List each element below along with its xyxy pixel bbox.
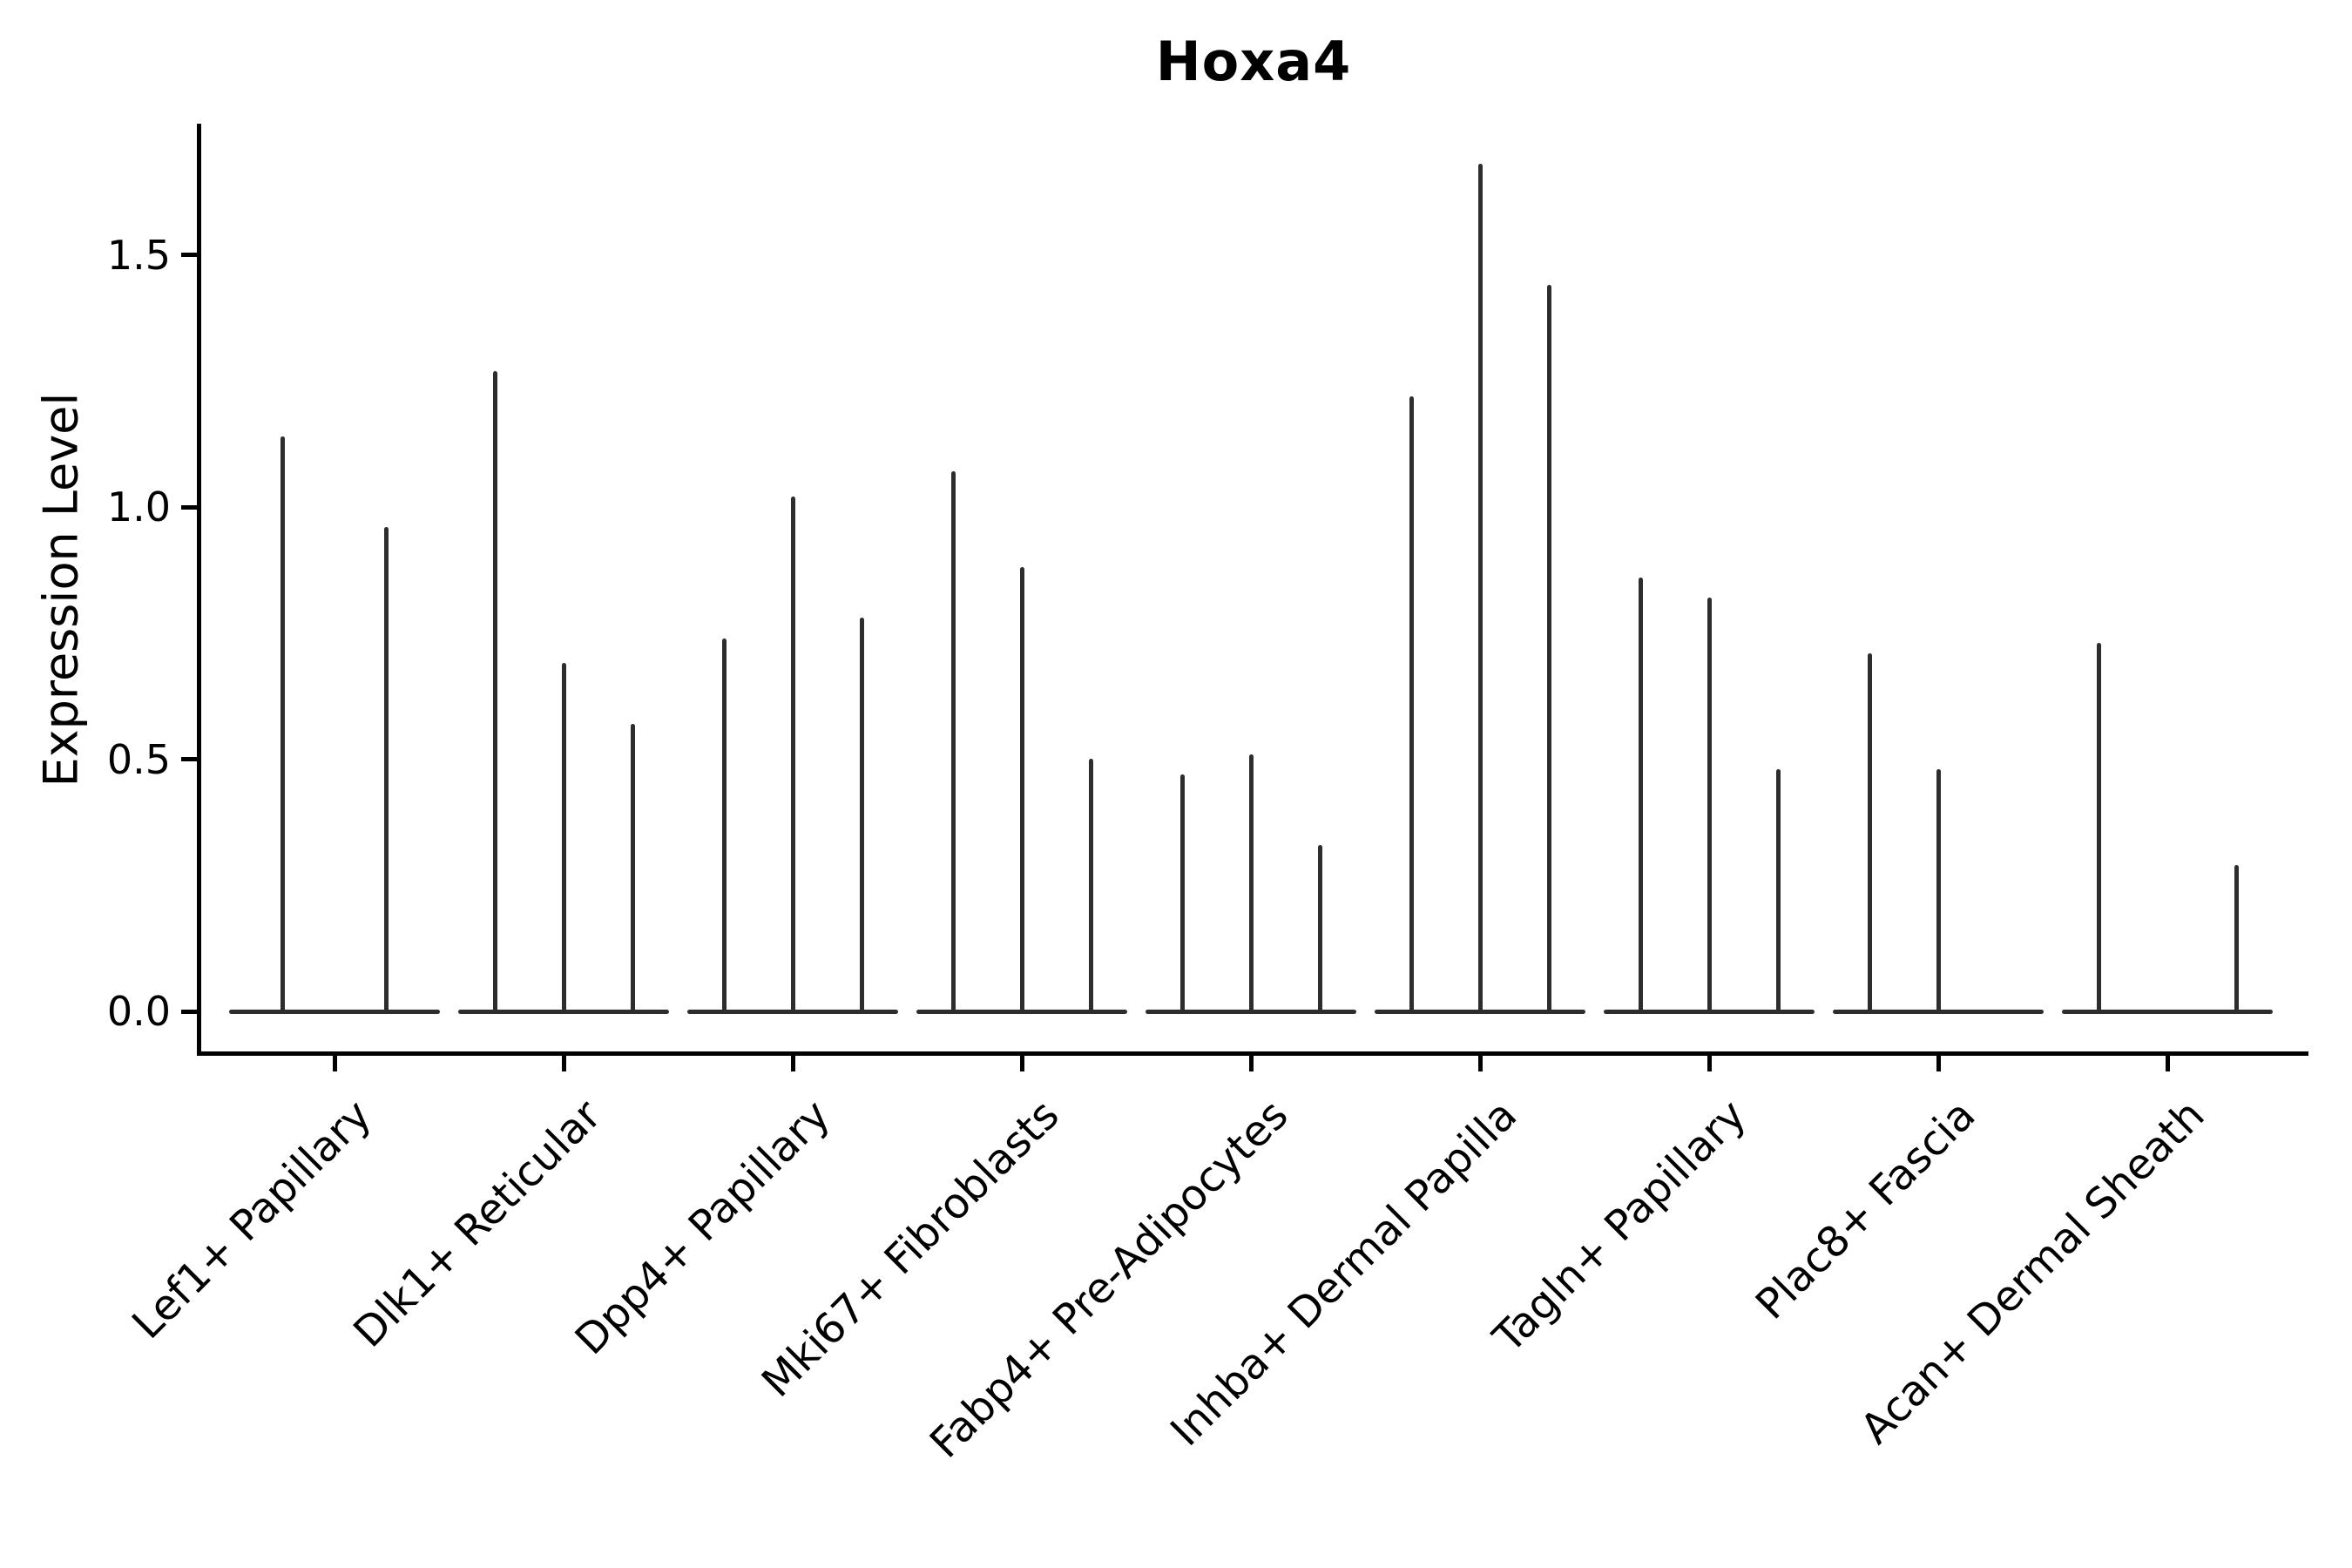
x-tick-label: Plac8+ Fascia [1747, 1091, 1985, 1329]
x-axis-spine [197, 1051, 2308, 1056]
violin-baseline [2062, 1009, 2273, 1014]
y-tick-label: 1.0 [106, 483, 171, 531]
violin-spike [280, 436, 285, 1011]
x-tick-label: Dlk1+ Reticular [343, 1091, 611, 1357]
violin-spike [790, 497, 795, 1011]
x-tick [332, 1056, 337, 1071]
violin-spike [384, 527, 389, 1011]
y-tick [181, 1009, 197, 1014]
violin-spike [1936, 769, 1941, 1011]
violin-baseline [1375, 1009, 1585, 1014]
violin-spike [1088, 759, 1093, 1011]
violin-spike [1317, 845, 1322, 1011]
x-tick [1707, 1056, 1712, 1071]
violin-spike [1546, 285, 1551, 1011]
violin-spike [1775, 769, 1781, 1011]
y-tick [181, 757, 197, 761]
violin-spike [1248, 754, 1254, 1011]
violin-spike [630, 724, 635, 1011]
violin-baseline [916, 1009, 1127, 1014]
violin-spike [1867, 653, 1872, 1011]
violin-spike [1409, 396, 1414, 1011]
violin-spike [492, 371, 497, 1011]
y-tick-label: 1.5 [106, 231, 171, 279]
violin-baseline [1833, 1009, 2044, 1014]
x-tick [1936, 1056, 1941, 1071]
violin-spike [1477, 164, 1483, 1011]
violin-baseline [458, 1009, 669, 1014]
y-axis-spine [197, 124, 201, 1056]
violin-baseline [687, 1009, 898, 1014]
y-tick [181, 253, 197, 257]
violin-spike [721, 639, 727, 1011]
violin-baseline [1604, 1009, 1815, 1014]
y-axis-label: Expression Level [33, 392, 89, 787]
y-tick [181, 504, 197, 510]
x-tick [1477, 1056, 1483, 1071]
violin-spike [2096, 643, 2101, 1011]
x-tick [561, 1056, 566, 1071]
violin-spike [950, 471, 956, 1011]
y-tick-label: 0.0 [106, 988, 171, 1035]
violin-baseline [229, 1009, 440, 1014]
x-tick [1019, 1056, 1024, 1071]
x-tick [1248, 1056, 1254, 1071]
x-tick-label: Dpp4+ Papillary [565, 1091, 840, 1365]
violin-spike [859, 618, 864, 1011]
x-tick [2165, 1056, 2170, 1071]
x-tick [790, 1056, 795, 1071]
violin-baseline [1146, 1009, 1356, 1014]
violin-spike [1019, 567, 1024, 1011]
violin-spike [2234, 865, 2239, 1011]
violin-spike [1638, 578, 1643, 1011]
chart-title: Hoxa4 [1155, 30, 1352, 93]
violin-spike [1179, 774, 1185, 1011]
y-tick-label: 0.5 [106, 735, 171, 783]
violin-spike [1707, 598, 1712, 1011]
x-tick-label: Tagln+ Papillary [1484, 1091, 1756, 1362]
violin-spike [561, 663, 566, 1011]
x-tick-label: Lef1+ Papillary [123, 1091, 382, 1348]
